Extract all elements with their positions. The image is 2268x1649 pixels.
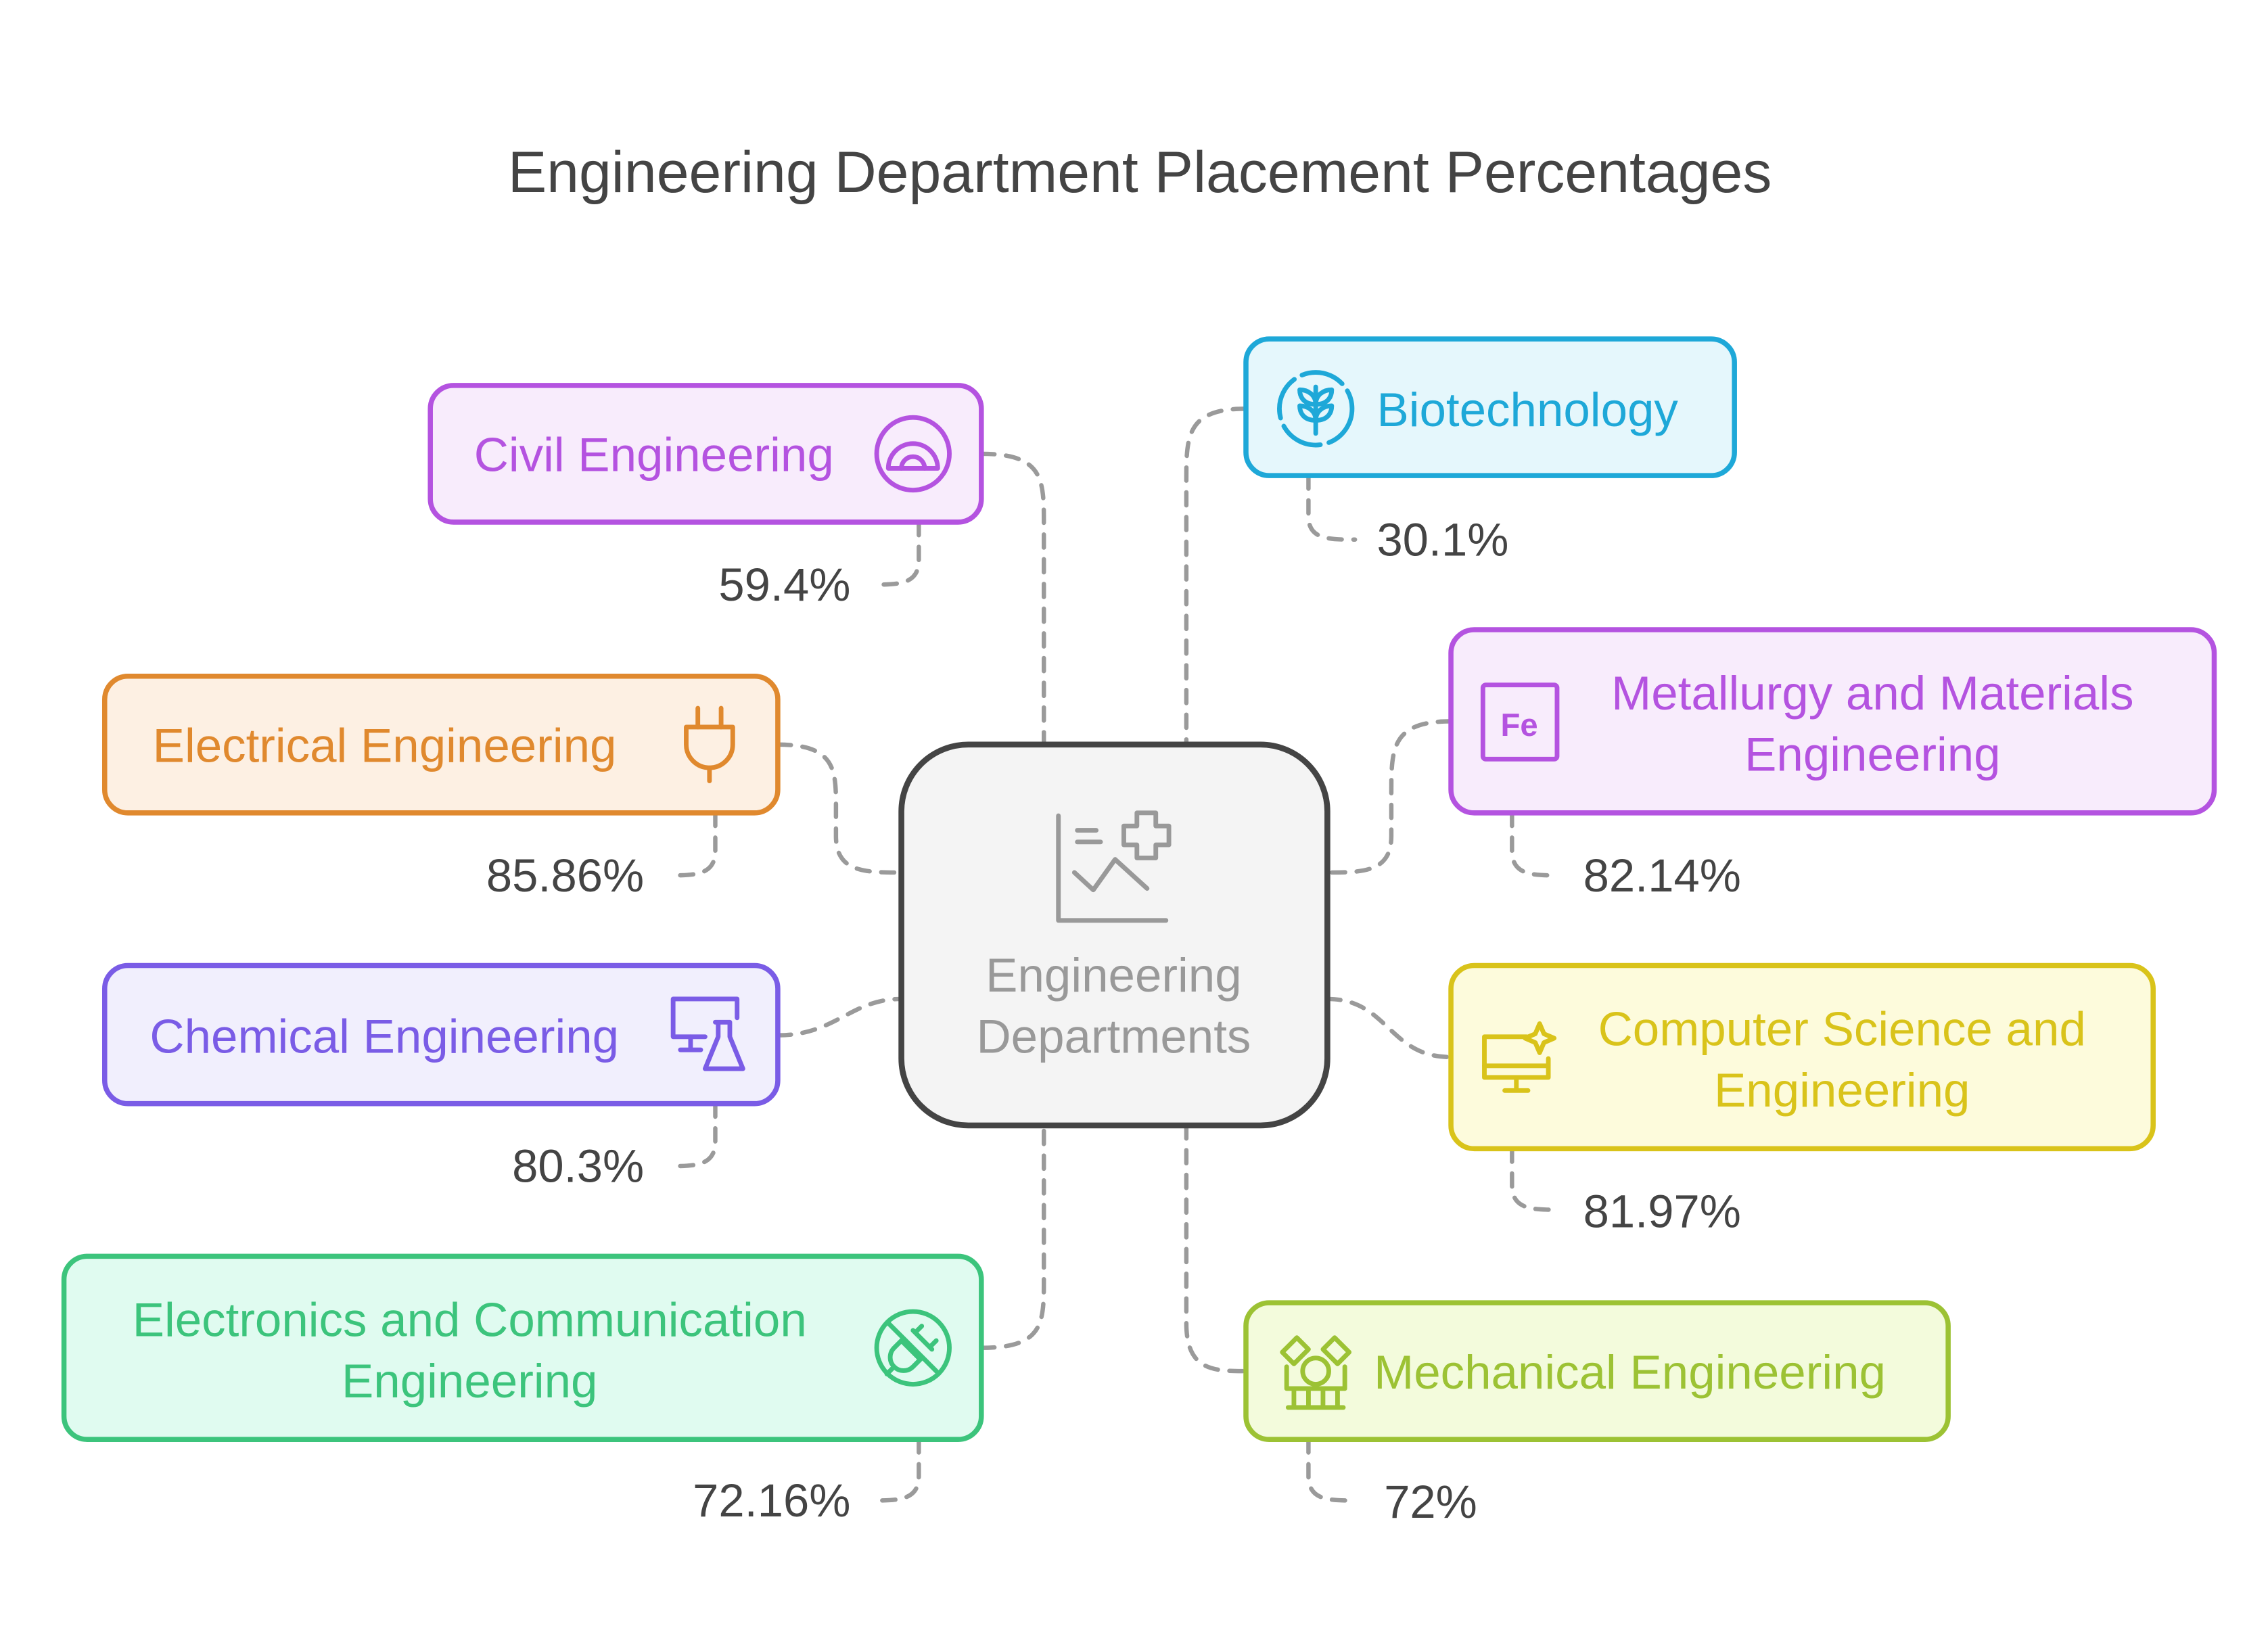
connectors <box>666 407 1561 1503</box>
percent-label: 85.86% <box>486 850 644 902</box>
connector-chemical-pct <box>666 1101 718 1169</box>
percent-label: 81.97% <box>1583 1185 1741 1237</box>
iron-element-icon: Fe <box>1480 682 1560 762</box>
node-label-line2: Engineering <box>1744 728 2000 781</box>
node-metallurgy-materials-engineering[interactable]: Fe Metallurgy and Materials Engineering … <box>1448 627 2217 902</box>
icon-text: Fe <box>1500 707 1537 743</box>
center-label-line2: Departments <box>976 1010 1251 1063</box>
node-chemical-engineering[interactable]: Chemical Engineering 80.3% <box>101 962 781 1192</box>
connector-cs <box>1325 996 1454 1060</box>
connector-chemical <box>775 996 904 1038</box>
chart-plus-icon <box>1056 810 1172 923</box>
center-node[interactable]: Engineering Departments <box>898 741 1330 1129</box>
node-biotechnology[interactable]: Biotechnology 30.1% <box>1243 336 1737 565</box>
connector-metallurgy <box>1325 719 1454 875</box>
node-label: Biotechnology <box>1376 384 1678 437</box>
connector-cs-pct <box>1510 1146 1561 1212</box>
center-label-line1: Engineering <box>986 949 1241 1002</box>
node-label: Chemical Engineering <box>149 1010 619 1063</box>
percent-label: 82.14% <box>1583 850 1741 902</box>
connector-biotech <box>1184 407 1249 747</box>
connector-electrical-pct <box>666 810 718 878</box>
node-label-line1: Metallurgy and Materials <box>1611 667 2133 720</box>
connector-civil-pct <box>870 519 921 587</box>
unplugged-icon <box>874 1309 952 1387</box>
connector-electronics <box>979 1123 1046 1350</box>
connector-civil <box>979 451 1046 747</box>
monitor-flask-icon <box>670 996 745 1071</box>
diagram-title: Engineering Department Placement Percent… <box>508 140 1772 205</box>
connector-electronics-pct <box>870 1437 921 1503</box>
percent-label: 30.1% <box>1376 513 1508 565</box>
connector-mechanical-pct <box>1306 1437 1358 1503</box>
node-civil-engineering[interactable]: Civil Engineering 59.4% <box>427 383 984 611</box>
robot-arms-icon <box>1280 1335 1352 1410</box>
percent-label: 72% <box>1384 1476 1477 1528</box>
monitor-sparkle-icon <box>1482 1021 1557 1093</box>
node-label: Civil Engineering <box>474 429 834 482</box>
node-label-line1: Computer Science and <box>1598 1003 2086 1056</box>
connector-biotech-pct <box>1306 473 1358 542</box>
node-label-line2: Engineering <box>1714 1064 1970 1117</box>
percent-label: 72.16% <box>693 1474 850 1527</box>
node-electrical-engineering[interactable]: Electrical Engineering 85.86% <box>101 674 781 902</box>
plug-icon <box>684 705 735 783</box>
connector-metallurgy-pct <box>1510 810 1561 878</box>
wheat-icon <box>1276 370 1355 448</box>
percent-label: 80.3% <box>512 1140 644 1192</box>
node-label-line2: Engineering <box>342 1355 597 1408</box>
connector-electrical <box>775 742 904 875</box>
node-electronics-communication-engineering[interactable]: Electronics and Communication Engineerin… <box>61 1253 984 1527</box>
node-label-line1: Electronics and Communication <box>133 1294 807 1347</box>
node-mechanical-engineering[interactable]: Mechanical Engineering 72% <box>1243 1300 1951 1528</box>
protractor-icon <box>874 415 952 493</box>
node-label: Mechanical Engineering <box>1374 1346 1886 1399</box>
node-label: Electrical Engineering <box>153 720 617 773</box>
percent-label: 59.4% <box>718 559 850 611</box>
connector-mechanical <box>1184 1123 1249 1374</box>
node-computer-science-engineering[interactable]: Computer Science and Engineering 81.97% <box>1448 962 2156 1237</box>
